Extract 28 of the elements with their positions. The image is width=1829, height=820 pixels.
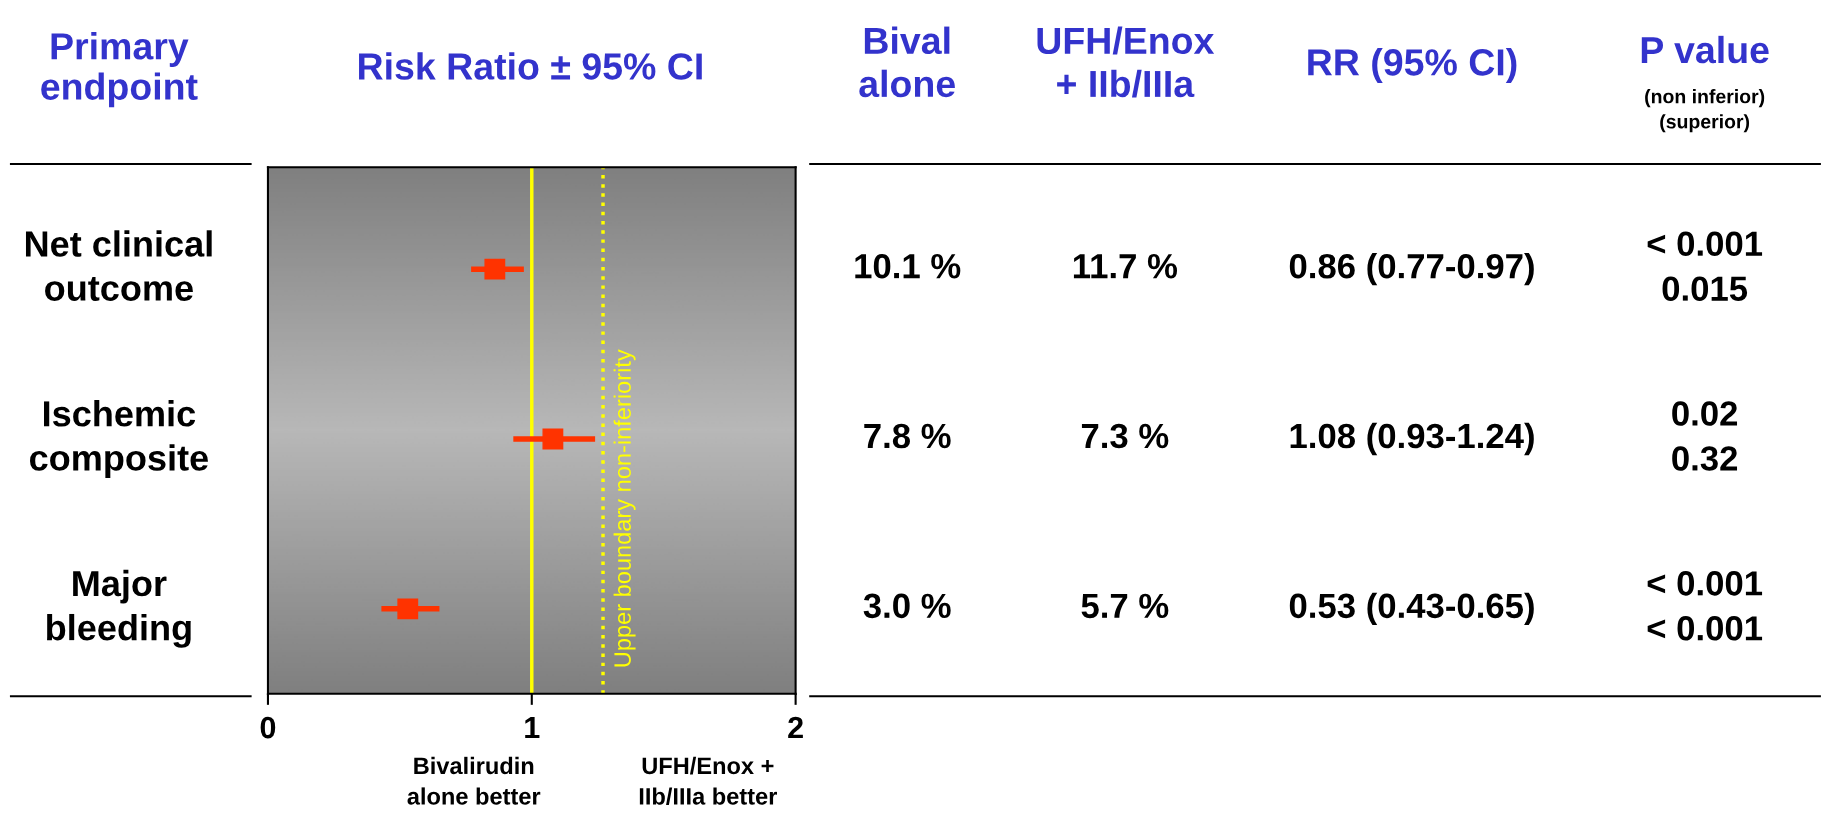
- chart-title: Risk Ratio ± 95% CI: [359, 52, 702, 80]
- ref-line-label: Upper boundary non-inferiority: [613, 349, 636, 667]
- text: UFH/Enox + IIb/IIIa: [1037, 26, 1215, 98]
- text: 7.3 %: [1081, 423, 1169, 449]
- text: UFH/Enox + IIb/IIIa better: [639, 756, 778, 805]
- y-tick-label: Net clinical outcome: [25, 230, 212, 301]
- text: 7.8 %: [864, 423, 951, 449]
- text: RR (95% CI): [1308, 48, 1517, 84]
- text: (non inferior) (superior): [1645, 89, 1765, 133]
- text: 5.7 %: [1081, 593, 1169, 619]
- text: 11.7 %: [1073, 253, 1178, 279]
- x-tick-label: 0: [260, 716, 276, 739]
- text: < 0.001 0.015: [1647, 231, 1763, 301]
- x-tick-label: 1: [525, 717, 540, 739]
- y-axis-title: Primary endpoint: [41, 32, 198, 108]
- text: 3.0 %: [863, 593, 951, 619]
- data-label: 1.08 (0.93-1.24): [1290, 422, 1534, 456]
- data-label: 0.53 (0.43-0.65): [1289, 592, 1534, 625]
- text: 10.1 %: [855, 253, 961, 279]
- text: Bivalirudin alone better: [407, 756, 541, 805]
- text: P value: [1641, 35, 1769, 64]
- y-tick-label: Major bleeding: [47, 569, 191, 648]
- text: < 0.001 < 0.001: [1647, 571, 1763, 641]
- text: Bival alone: [859, 26, 955, 98]
- y-tick-label: Ischemic composite: [30, 400, 208, 478]
- data-label: 0.86 (0.77-0.97): [1289, 252, 1534, 286]
- text: 0.02 0.32: [1672, 401, 1738, 471]
- x-tick-label: 2: [788, 716, 803, 739]
